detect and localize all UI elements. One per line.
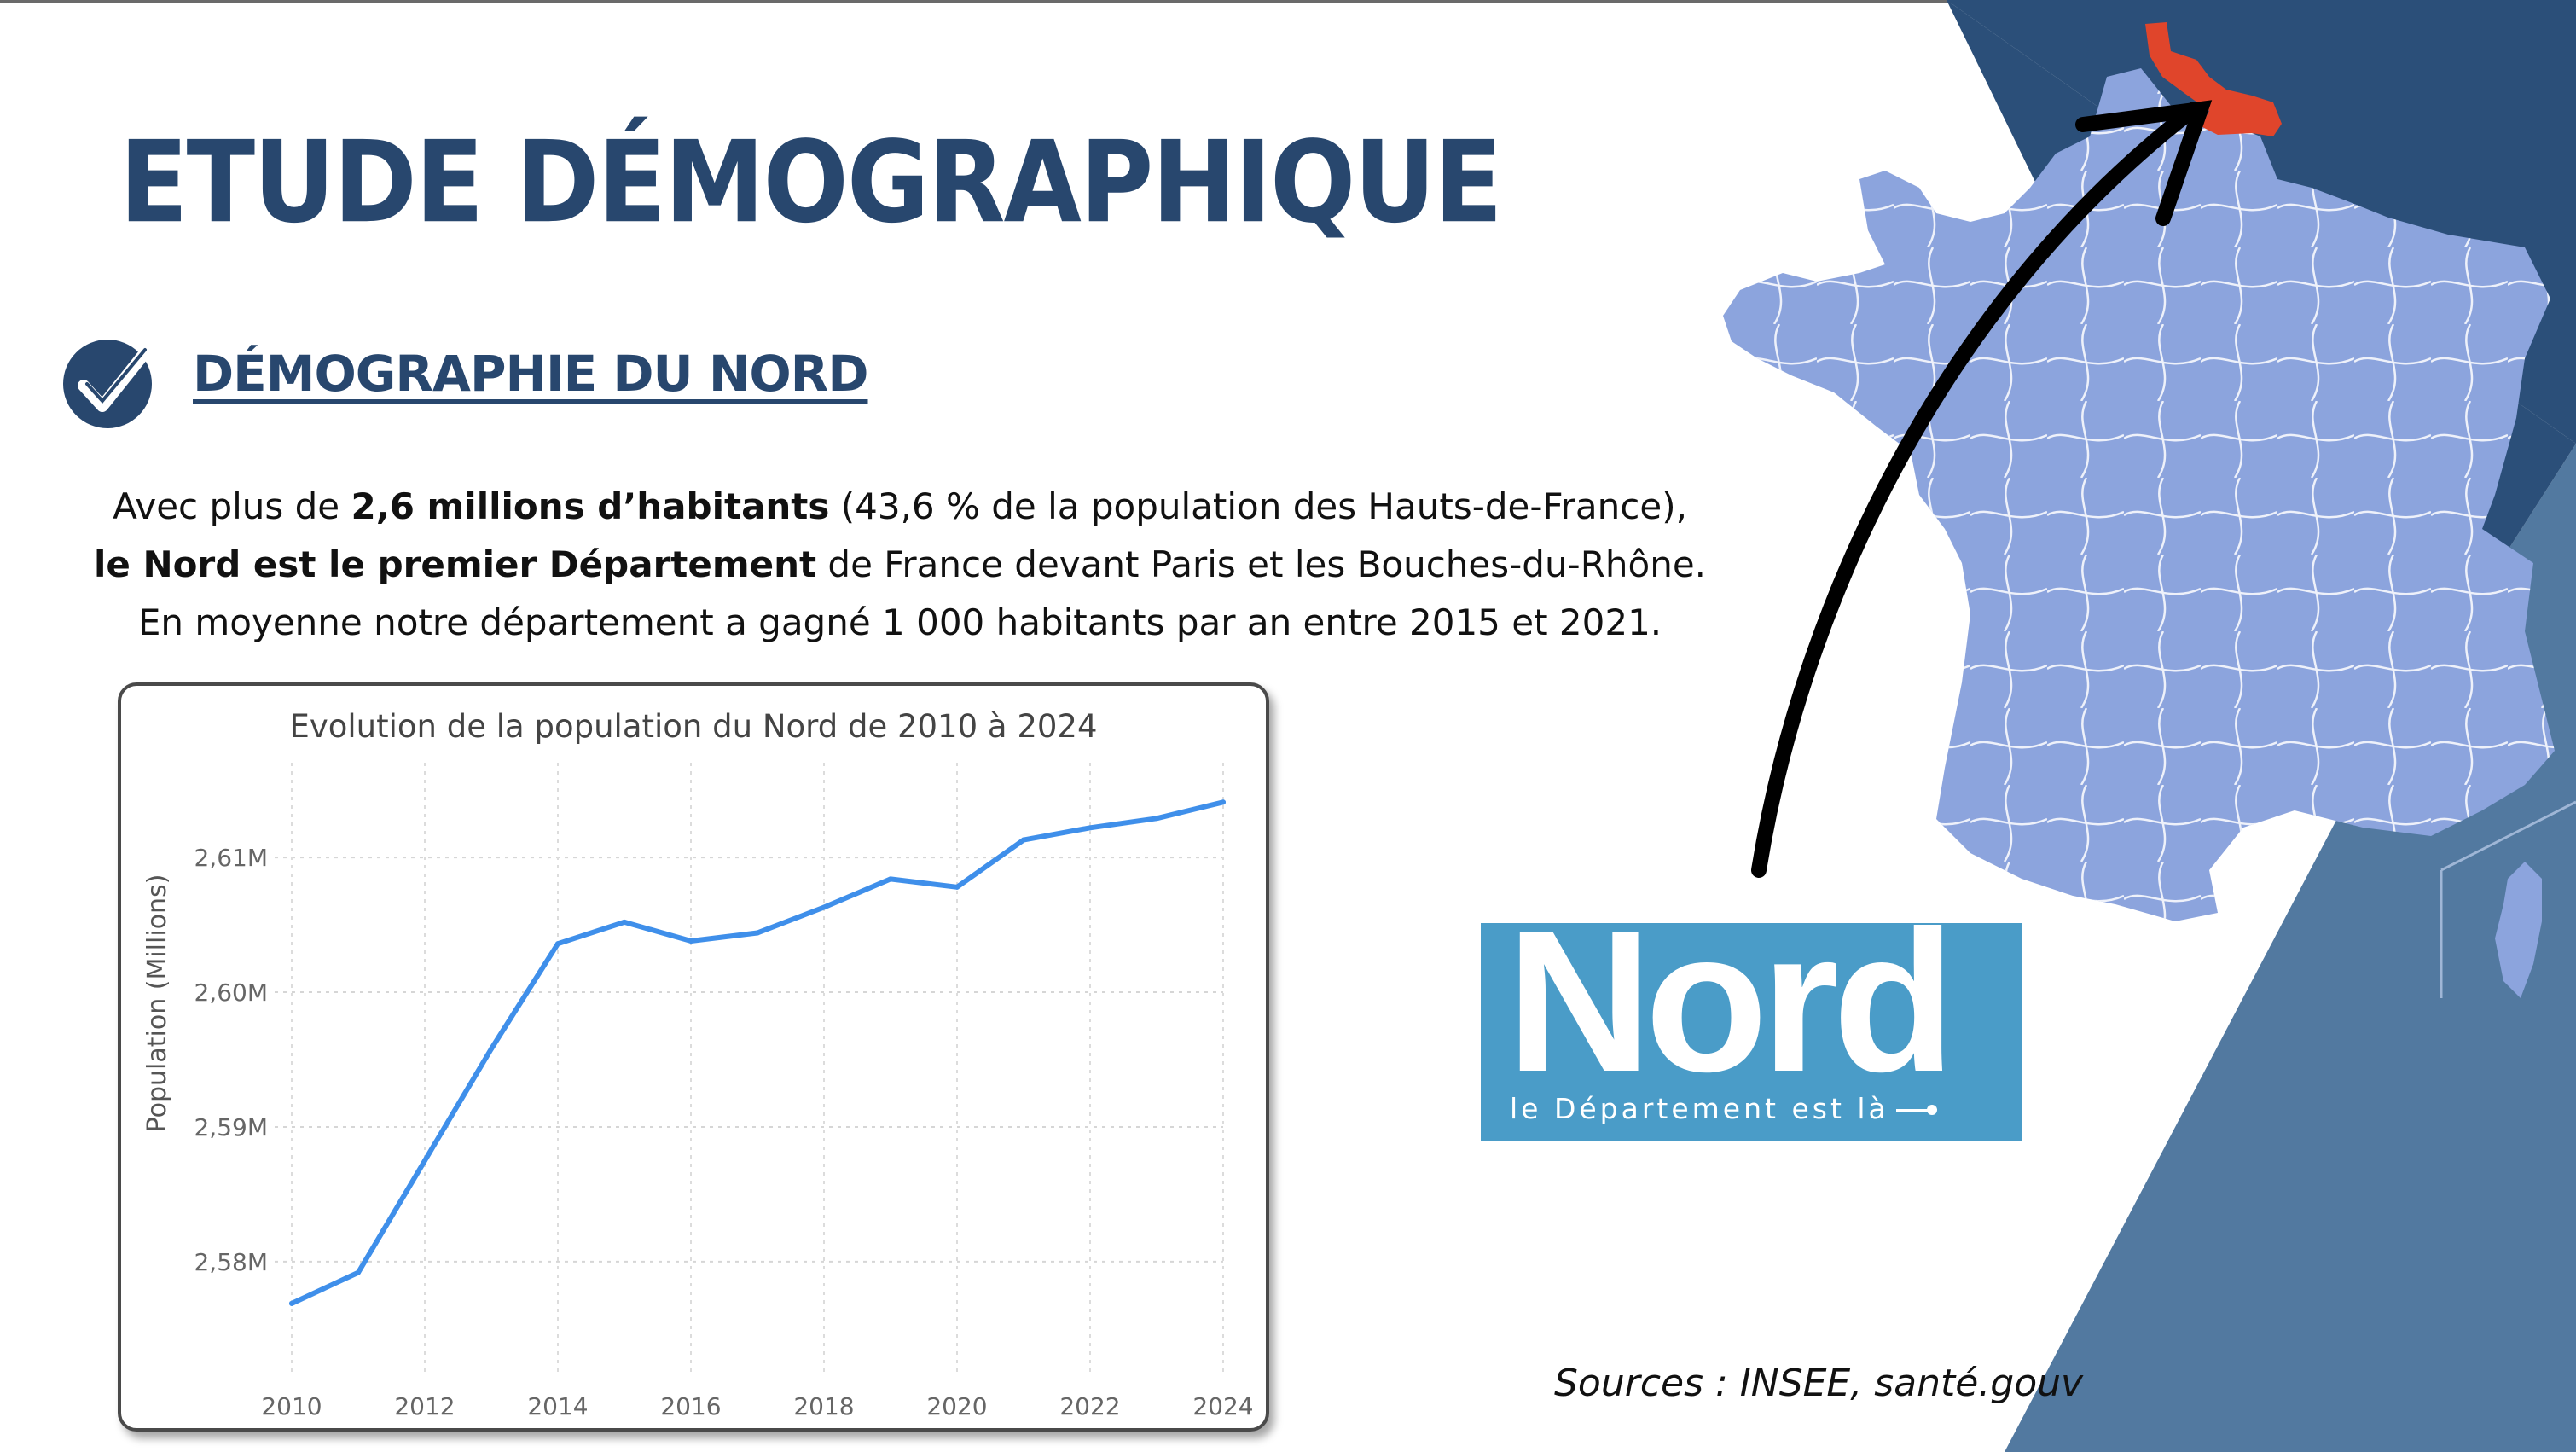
intro-line-2: le Nord est le premier Département de Fr… (34, 536, 1766, 594)
data-point (622, 919, 627, 925)
data-point (821, 904, 827, 910)
intro-paragraph: Avec plus de 2,6 millions d’habitants (4… (34, 478, 1766, 652)
x-tick-label: 2010 (261, 1392, 322, 1420)
intro-line-3: En moyenne notre département a gagné 1 0… (137, 601, 1662, 643)
nord-logo: Nord le Département est là (1481, 901, 2022, 1141)
population-chart: Evolution de la population du Nord de 20… (118, 682, 1269, 1432)
intro-line1-bold: 2,6 millions d’habitants (351, 485, 830, 527)
data-point (289, 1300, 294, 1306)
corsica (2495, 862, 2542, 998)
france-map-icon (1663, 17, 2576, 1041)
arrow-head-icon (2075, 100, 2213, 226)
data-point (755, 930, 760, 936)
x-tick-label: 2022 (1059, 1392, 1120, 1420)
intro-line1-post: (43,6 % de la population des Hauts-de-Fr… (829, 485, 1687, 527)
data-point (555, 941, 560, 947)
chart-title: Evolution de la population du Nord de 20… (289, 708, 1097, 745)
chart-points (289, 799, 1226, 1306)
x-tick-label: 2014 (527, 1392, 588, 1420)
y-tick-label: 2,58M (194, 1248, 268, 1276)
data-point (1021, 837, 1026, 843)
x-tick-label: 2016 (660, 1392, 721, 1420)
intro-line2-post: de France devant Paris et les Bouches-du… (816, 543, 1707, 585)
check-circle-icon (63, 340, 156, 428)
y-tick-label: 2,60M (194, 979, 268, 1007)
sources-note: Sources : INSEE, santé.gouv (1554, 1362, 2084, 1405)
data-point (954, 884, 960, 890)
x-tick-label: 2020 (926, 1392, 987, 1420)
nord-department (2145, 22, 2282, 136)
data-point (888, 876, 893, 882)
x-tick-label: 2024 (1192, 1392, 1253, 1420)
nord-logo-word: Nord (1506, 889, 1956, 1114)
y-tick-label: 2,61M (194, 844, 268, 872)
data-point (356, 1269, 361, 1275)
intro-line2-bold: le Nord est le premier Département (93, 543, 817, 585)
chart-x-ticks: 2010 2012 2014 2016 2018 2020 2022 2024 (261, 1392, 1253, 1420)
chart-y-axis-label: Population (Millions) (142, 874, 172, 1133)
data-point (422, 1158, 427, 1164)
arrow-right-icon (1895, 1105, 1937, 1115)
intro-line-1: Avec plus de 2,6 millions d’habitants (4… (34, 478, 1766, 536)
chart-grid (275, 763, 1224, 1374)
page-title: ETUDE DÉMOGRAPHIQUE (119, 116, 1503, 248)
series-line (289, 799, 1226, 1306)
y-tick-label: 2,59M (194, 1113, 268, 1141)
data-point (1221, 799, 1226, 805)
data-point (1154, 816, 1159, 822)
data-point (1088, 825, 1093, 831)
curved-arrow-icon (1751, 102, 2202, 878)
nord-logo-tagline-text: le Département est là (1510, 1092, 1889, 1125)
nord-logo-tagline: le Département est là (1510, 1092, 1937, 1125)
section-heading: DÉMOGRAPHIE DU NORD (193, 345, 868, 403)
x-tick-label: 2012 (394, 1392, 455, 1420)
data-point (489, 1046, 494, 1052)
chart-canvas: Evolution de la population du Nord de 20… (142, 708, 1254, 1420)
intro-line1-pre: Avec plus de (113, 485, 351, 527)
chart-y-ticks: 2,58M 2,59M 2,60M 2,61M (194, 844, 268, 1276)
x-tick-label: 2018 (793, 1392, 854, 1420)
data-point (688, 938, 693, 944)
